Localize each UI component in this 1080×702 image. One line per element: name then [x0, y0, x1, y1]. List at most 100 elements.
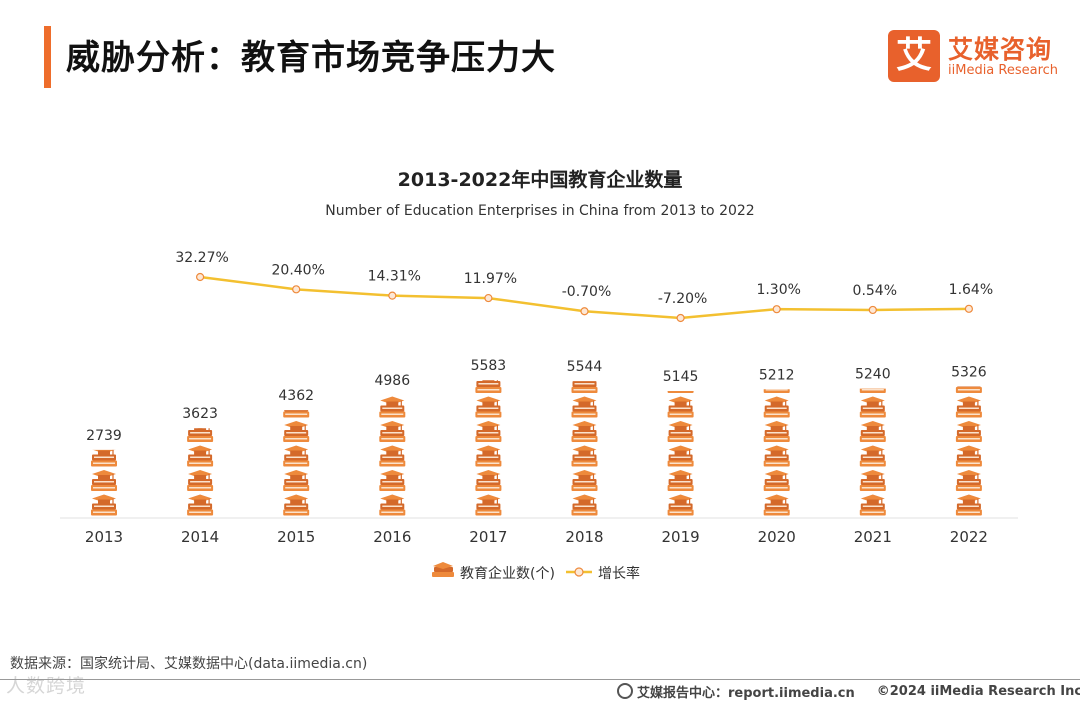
bar-icon-unit [667, 396, 694, 418]
x-tick-label: 2019 [662, 528, 700, 546]
bar-icon-unit [763, 445, 790, 467]
book-page-line [93, 487, 115, 489]
bar-2022 [955, 383, 982, 516]
cap-base [866, 401, 879, 406]
book-page-line [381, 487, 404, 489]
book-page-line [574, 481, 595, 483]
book-page-line [574, 383, 595, 385]
book-page-line [765, 462, 788, 464]
x-tick-label: 2022 [950, 528, 988, 546]
book-page-line [766, 481, 787, 483]
chart-subtitle: Number of Education Enterprises in China… [325, 203, 754, 219]
growth-rate-label: 1.64% [949, 282, 993, 298]
book-page-line [861, 389, 884, 391]
book-page-line [669, 462, 692, 464]
globe-icon [617, 682, 633, 699]
cap-base [866, 475, 879, 479]
book-page-line [765, 511, 788, 513]
book-page-line [478, 407, 499, 409]
bar-icon-unit [571, 396, 598, 418]
bar-icon-unit [283, 445, 310, 467]
bar-icon-unit [667, 389, 694, 393]
bar-icon-unit [955, 421, 982, 442]
bar-icon-unit [955, 396, 982, 418]
cap-base [482, 475, 495, 479]
bar-value-label: 3623 [182, 406, 218, 422]
book-page-line [286, 408, 306, 410]
growth-rate-label: 11.97% [464, 271, 517, 287]
book-page-line [574, 432, 595, 434]
growth-rate-point [676, 313, 685, 323]
book-page-line [190, 432, 211, 434]
footer-report-link[interactable]: 艾媒报告中心：report.iimedia.cn [637, 686, 855, 701]
x-tick-label: 2017 [469, 528, 507, 546]
book-page-line [381, 511, 404, 513]
cap-base [578, 426, 591, 430]
bar-icon-unit [571, 494, 598, 516]
book-page-line [957, 511, 980, 513]
cap-base [98, 450, 110, 455]
book-page-line [94, 481, 114, 483]
book-page-line [862, 505, 883, 507]
book-page-line [957, 462, 980, 464]
book-page-line [381, 462, 404, 464]
bar-icon-unit [91, 470, 117, 491]
bar-icon-unit [91, 449, 117, 467]
growth-rate-point [388, 291, 397, 300]
book-page-line [573, 511, 596, 513]
book-page-line [670, 505, 691, 507]
book-page-line [670, 389, 692, 391]
x-tick-label: 2013 [85, 528, 123, 546]
bar-icon-unit [283, 470, 310, 491]
bar-icon-unit [955, 445, 982, 467]
footer-copyright: ©2024 iiMedia Research Inc [876, 684, 1080, 699]
book-page-line [574, 407, 595, 409]
bar-value-label: 4362 [278, 388, 314, 404]
book-page-line [93, 462, 115, 464]
book-page-line [382, 407, 403, 409]
book-page-line [958, 505, 979, 507]
bar-icon-unit [955, 494, 982, 516]
book-page-line [765, 413, 788, 415]
legend-bar-label: 教育企业数(个) [460, 565, 555, 582]
cap-base [290, 499, 303, 504]
chart: 2013-2022年中国教育企业数量 Number of Education En… [60, 168, 1018, 582]
bar-value-label: 5240 [855, 367, 891, 383]
book-page-line [477, 438, 500, 440]
growth-rate-label: -7.20% [658, 291, 708, 307]
growth-rate-point [196, 272, 205, 282]
bar-icon-unit [667, 445, 694, 467]
book-page-line [862, 432, 883, 434]
bar-icon-unit [187, 445, 214, 467]
legend-bar-icon [432, 562, 454, 577]
book-page-line [959, 383, 979, 385]
bar-icon-unit [475, 445, 502, 467]
bar-2019 [667, 389, 694, 516]
bar-icon-unit [571, 445, 598, 467]
book-page-line [477, 487, 500, 489]
bar-icon-unit [763, 494, 790, 516]
book-page-line [478, 432, 499, 434]
growth-rate-point [292, 285, 301, 294]
cap-base [866, 499, 879, 504]
book-page-line [766, 456, 787, 458]
growth-rate-point [484, 293, 493, 303]
cap-base [578, 475, 591, 479]
book-page-line [573, 413, 596, 415]
cap-base [290, 450, 303, 455]
book-page-line [765, 487, 788, 489]
iimedia-logo[interactable]: 艾 艾媒咨询 iiMedia Research [888, 30, 1063, 82]
cap-base [674, 426, 687, 430]
book-page-line [381, 413, 404, 415]
book-page-line [381, 438, 404, 440]
book-page-line [766, 407, 787, 409]
cap-base [962, 475, 975, 479]
bar-value-label: 5212 [759, 367, 795, 383]
book-page-line [285, 413, 308, 415]
cap-base [578, 499, 591, 504]
book-page-line [286, 432, 307, 434]
book-page-line [477, 413, 500, 415]
book-page-line [285, 438, 308, 440]
cap-base [674, 450, 687, 455]
bar-icon-unit [763, 389, 790, 393]
